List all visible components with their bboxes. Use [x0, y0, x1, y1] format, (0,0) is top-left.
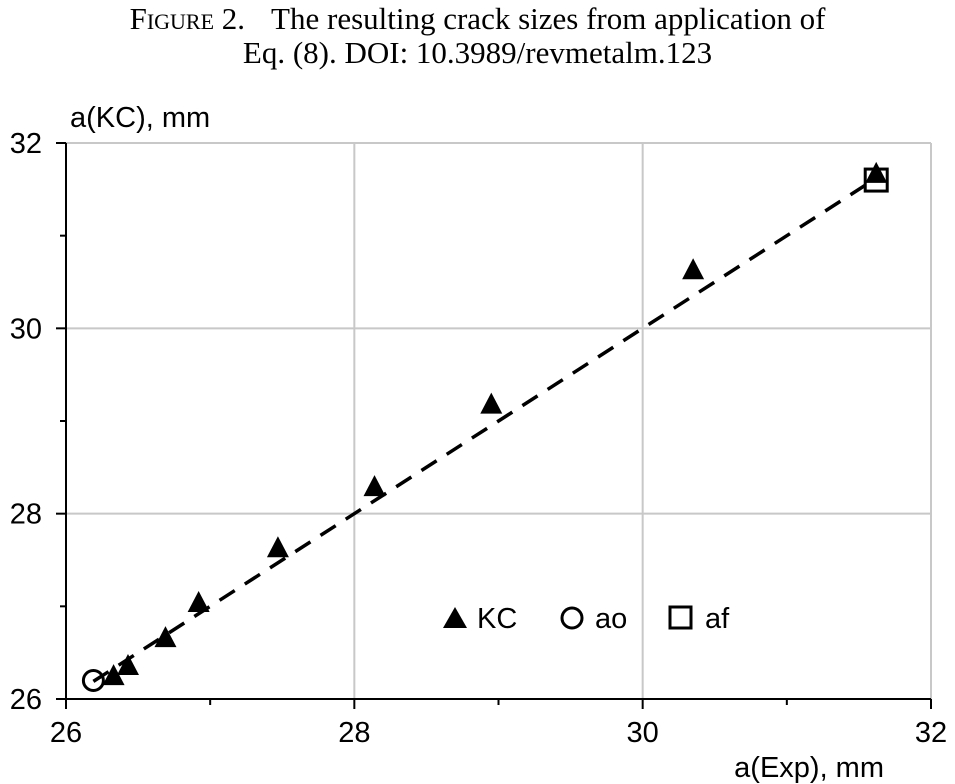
- point-kc-6: [480, 392, 503, 414]
- point-kc-2: [154, 626, 177, 648]
- grid-lines: [66, 142, 932, 699]
- point-kc-8: [865, 161, 888, 183]
- caption-line-2: Eq. (8). DOI: 10.3989/revmetalm.123: [242, 35, 713, 70]
- figure-caption: Figure 2. The resulting crack sizes from …: [0, 0, 955, 70]
- point-kc-1: [116, 653, 139, 675]
- legend-label-kc: KC: [477, 603, 517, 635]
- legend-label-ao: ao: [595, 603, 627, 635]
- point-kc-7: [682, 258, 705, 280]
- legend-label-af: af: [705, 603, 730, 635]
- legend-marker-kc: [443, 607, 467, 628]
- tick-labels: 26 28 30 32 26 28 30 32: [10, 128, 947, 749]
- legend: KC ao af: [443, 603, 730, 635]
- y-tick-label-2: 30: [10, 313, 42, 345]
- x-tick-label-1: 28: [338, 717, 370, 749]
- y-axis-title: a(KC), mm: [70, 102, 210, 134]
- point-kc-5: [363, 475, 386, 497]
- point-ao-0: [81, 668, 105, 692]
- x-tick-label-3: 32: [915, 717, 947, 749]
- y-tick-label-0: 26: [10, 684, 42, 716]
- y-tick-label-1: 28: [10, 499, 42, 531]
- point-af-0: [863, 167, 889, 193]
- data-points: [81, 161, 889, 692]
- reference-line-group: [92, 176, 878, 683]
- caption-line-1: Figure 2. The resulting crack sizes from …: [0, 2, 955, 36]
- legend-marker-ao: [560, 606, 584, 630]
- legend-marker-af: [668, 605, 693, 630]
- reference-line: [92, 176, 878, 683]
- point-kc-3: [187, 590, 210, 612]
- point-kc-4: [266, 536, 289, 558]
- y-tick-label-3: 32: [10, 128, 42, 160]
- axes: [56, 142, 932, 709]
- point-kc-0: [102, 664, 125, 686]
- x-tick-label-2: 30: [627, 717, 659, 749]
- x-axis-title: a(Exp), mm: [734, 752, 884, 784]
- figure-label: Figure 2.: [129, 1, 246, 36]
- caption-text-1: The resulting crack sizes from applicati…: [271, 1, 826, 36]
- x-tick-label-0: 26: [50, 717, 82, 749]
